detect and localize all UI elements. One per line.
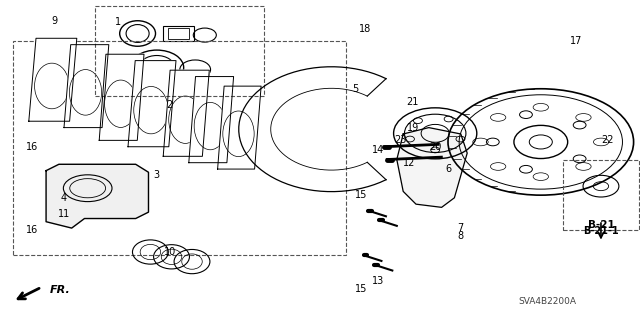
Text: 2: 2 [166, 100, 173, 110]
Text: 12: 12 [403, 158, 416, 168]
Text: 22: 22 [602, 135, 614, 145]
Text: 4: 4 [61, 193, 67, 203]
Polygon shape [64, 45, 109, 128]
Bar [95, 6, 264, 96]
Bar [197, 73, 209, 76]
Bar [204, 80, 209, 86]
Polygon shape [29, 38, 77, 121]
Text: 20: 20 [429, 142, 442, 152]
Text: 15: 15 [355, 189, 368, 200]
Bar [13, 41, 346, 255]
Text: B-21-1: B-21-1 [583, 226, 619, 236]
Text: 5: 5 [352, 84, 358, 94]
Text: 13: 13 [371, 276, 384, 286]
Text: 10: 10 [163, 247, 176, 257]
Bar [200, 73, 206, 80]
Text: SVA4B2200A: SVA4B2200A [518, 297, 576, 306]
Text: 21: 21 [406, 97, 419, 107]
Bar [163, 26, 194, 41]
Polygon shape [163, 70, 209, 156]
Text: B-21: B-21 [588, 220, 614, 230]
Bar [168, 28, 189, 39]
Polygon shape [128, 61, 176, 147]
Text: 9: 9 [51, 16, 58, 26]
Text: 8: 8 [458, 231, 464, 241]
Text: 15: 15 [355, 284, 368, 294]
Text: 14: 14 [371, 145, 384, 155]
Text: 3: 3 [154, 170, 160, 181]
Text: FR.: FR. [49, 285, 70, 295]
Text: 16: 16 [26, 225, 38, 235]
Bar [563, 160, 639, 230]
Text: 17: 17 [570, 36, 582, 47]
Polygon shape [99, 54, 144, 140]
Polygon shape [397, 128, 467, 207]
Polygon shape [46, 164, 148, 228]
Polygon shape [218, 86, 261, 169]
Text: 23: 23 [394, 135, 406, 145]
Text: 11: 11 [58, 209, 70, 219]
Text: 1: 1 [115, 17, 122, 27]
Text: 7: 7 [458, 223, 464, 233]
Text: 6: 6 [445, 164, 451, 174]
Text: 19: 19 [406, 122, 419, 133]
Polygon shape [189, 77, 234, 163]
Text: 16: 16 [26, 142, 38, 152]
Text: 18: 18 [358, 24, 371, 34]
